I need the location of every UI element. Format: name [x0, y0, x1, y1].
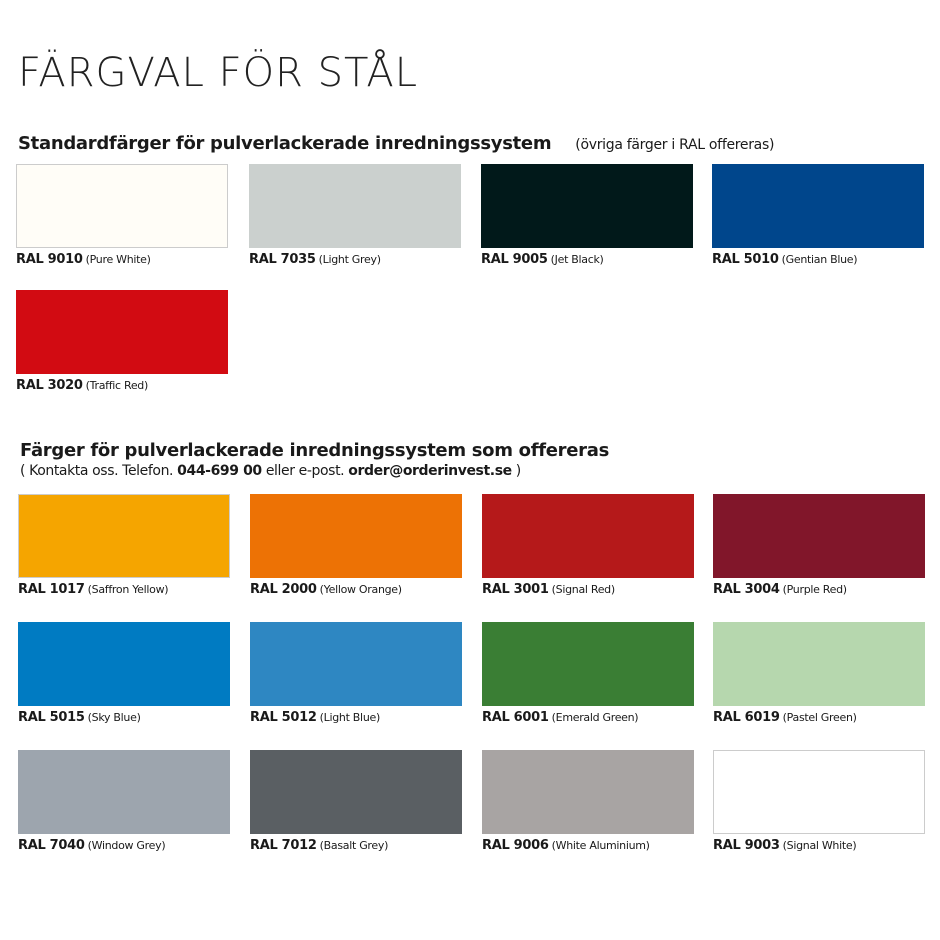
- color-code: RAL 3004: [713, 582, 780, 597]
- color-swatch: [18, 494, 230, 578]
- color-label: RAL 5012 (Light Blue): [250, 710, 380, 725]
- color-label: RAL 3020 (Traffic Red): [16, 378, 148, 393]
- color-name: (Light Blue): [319, 711, 381, 724]
- contact-email[interactable]: order@orderinvest.se: [348, 463, 512, 479]
- color-name: (White Aluminium): [551, 839, 650, 852]
- color-swatch: [481, 164, 693, 248]
- color-label: RAL 7040 (Window Grey): [18, 838, 166, 853]
- color-label: RAL 2000 (Yellow Orange): [250, 582, 402, 597]
- color-name: (Jet Black): [550, 253, 604, 266]
- color-code: RAL 5015: [18, 710, 85, 725]
- color-code: RAL 9003: [713, 838, 780, 853]
- color-name: (Pure White): [85, 253, 151, 266]
- contact-line: ( Kontakta oss. Telefon. 044-699 00 elle…: [20, 463, 521, 479]
- color-swatch: [482, 622, 694, 706]
- color-swatch: [18, 622, 230, 706]
- color-label: RAL 3001 (Signal Red): [482, 582, 615, 597]
- color-name: (Gentian Blue): [781, 253, 858, 266]
- color-name: (Purple Red): [782, 583, 847, 596]
- color-label: RAL 7035 (Light Grey): [249, 252, 381, 267]
- color-swatch: [713, 622, 925, 706]
- standard-heading: Standardfärger för pulverlackerade inred…: [18, 133, 774, 154]
- color-name: (Sky Blue): [87, 711, 141, 724]
- standard-note: (övriga färger i RAL offereras): [575, 137, 775, 153]
- color-code: RAL 9006: [482, 838, 549, 853]
- color-label: RAL 9010 (Pure White): [16, 252, 151, 267]
- color-swatch: [482, 494, 694, 578]
- standard-heading-text: Standardfärger för pulverlackerade inred…: [18, 133, 552, 154]
- page-title: FÄRGVAL FÖR STÅL: [18, 50, 419, 96]
- color-code: RAL 5010: [712, 252, 779, 267]
- color-name: (Saffron Yellow): [87, 583, 169, 596]
- color-swatch: [482, 750, 694, 834]
- color-code: RAL 9010: [16, 252, 83, 267]
- contact-phone[interactable]: 044-699 00: [177, 463, 262, 479]
- color-code: RAL 6001: [482, 710, 549, 725]
- color-code: RAL 3001: [482, 582, 549, 597]
- color-swatch: [713, 750, 925, 834]
- color-label: RAL 6019 (Pastel Green): [713, 710, 857, 725]
- color-swatch: [250, 622, 462, 706]
- color-swatch: [18, 750, 230, 834]
- color-swatch: [250, 750, 462, 834]
- color-swatch: [713, 494, 925, 578]
- color-code: RAL 2000: [250, 582, 317, 597]
- color-code: RAL 1017: [18, 582, 85, 597]
- contact-suffix: ): [515, 463, 521, 479]
- color-code: RAL 5012: [250, 710, 317, 725]
- color-code: RAL 3020: [16, 378, 83, 393]
- color-label: RAL 1017 (Saffron Yellow): [18, 582, 169, 597]
- color-label: RAL 5015 (Sky Blue): [18, 710, 141, 725]
- offered-heading: Färger för pulverlackerade inredningssys…: [20, 440, 610, 461]
- color-name: (Yellow Orange): [319, 583, 402, 596]
- color-label: RAL 6001 (Emerald Green): [482, 710, 639, 725]
- color-name: (Traffic Red): [85, 379, 149, 392]
- color-code: RAL 9005: [481, 252, 548, 267]
- color-name: (Basalt Grey): [319, 839, 389, 852]
- contact-prefix: ( Kontakta oss. Telefon.: [20, 463, 174, 479]
- color-swatch: [250, 494, 462, 578]
- color-code: RAL 6019: [713, 710, 780, 725]
- color-label: RAL 9006 (White Aluminium): [482, 838, 650, 853]
- color-code: RAL 7012: [250, 838, 317, 853]
- color-swatch: [712, 164, 924, 248]
- color-swatch: [16, 164, 228, 248]
- color-name: (Window Grey): [87, 839, 166, 852]
- color-name: (Emerald Green): [551, 711, 639, 724]
- color-name: (Signal White): [782, 839, 857, 852]
- color-label: RAL 9005 (Jet Black): [481, 252, 604, 267]
- color-code: RAL 7040: [18, 838, 85, 853]
- color-label: RAL 3004 (Purple Red): [713, 582, 847, 597]
- color-label: RAL 9003 (Signal White): [713, 838, 857, 853]
- color-name: (Signal Red): [551, 583, 615, 596]
- contact-mid: eller e-post.: [265, 463, 345, 479]
- color-swatch: [249, 164, 461, 248]
- color-swatch: [16, 290, 228, 374]
- color-code: RAL 7035: [249, 252, 316, 267]
- color-label: RAL 5010 (Gentian Blue): [712, 252, 858, 267]
- color-name: (Light Grey): [318, 253, 381, 266]
- color-label: RAL 7012 (Basalt Grey): [250, 838, 388, 853]
- color-name: (Pastel Green): [782, 711, 857, 724]
